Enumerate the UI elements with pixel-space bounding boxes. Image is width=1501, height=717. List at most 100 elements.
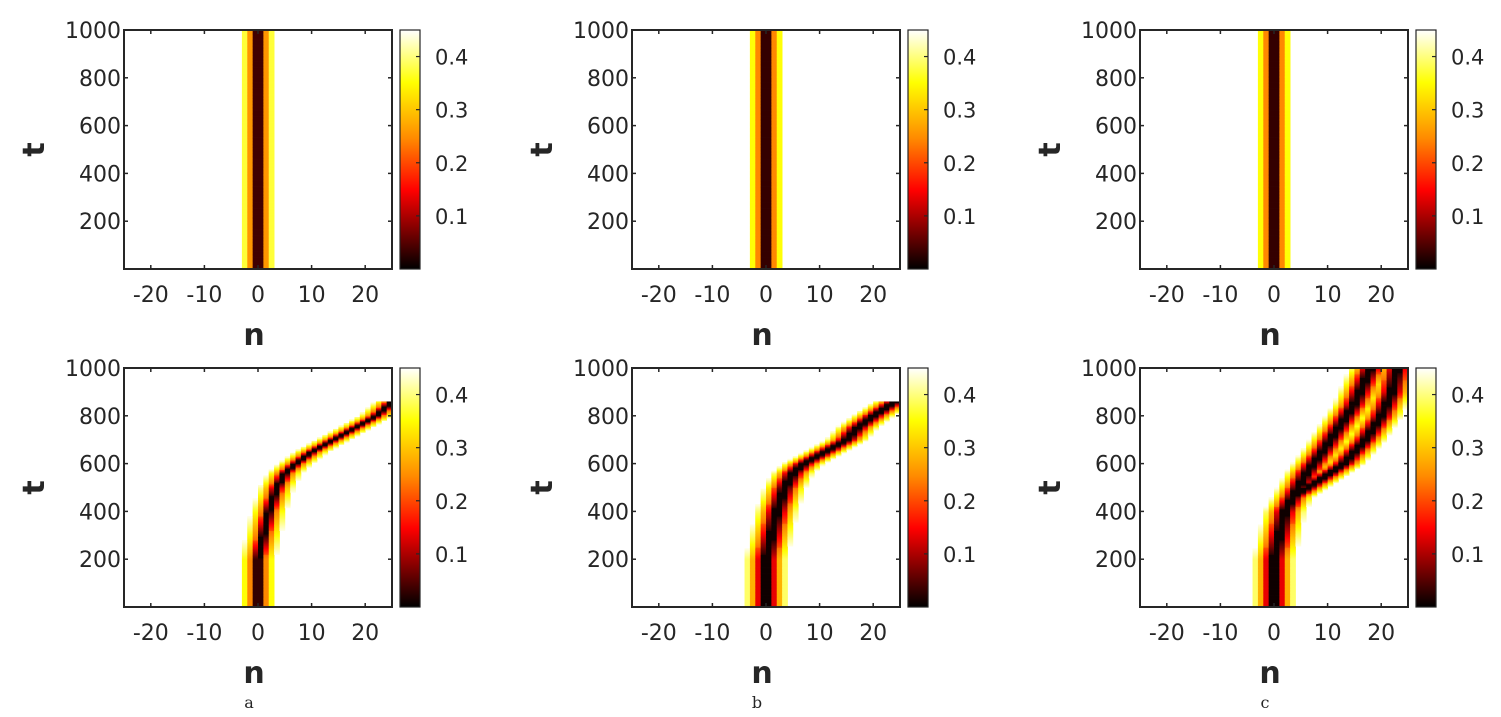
heatmap-cell — [1279, 94, 1286, 97]
heatmap-cell — [1268, 197, 1275, 199]
heatmap-cell — [749, 157, 756, 160]
heatmap-cell — [252, 153, 259, 155]
heatmap-cell — [263, 595, 270, 597]
heatmap-cell — [776, 157, 783, 160]
heatmap-cell — [274, 547, 280, 549]
heatmap-cell — [247, 99, 254, 101]
heatmap-cell — [766, 126, 772, 129]
heatmap-cell — [268, 601, 275, 603]
heatmap-cell — [1274, 89, 1280, 92]
heatmap-cell — [749, 129, 756, 131]
heatmap-cell — [1257, 118, 1264, 121]
heatmap-cell — [252, 204, 259, 207]
heatmap-cell — [1274, 92, 1280, 94]
heatmap-cell — [755, 172, 762, 174]
heatmap-cell — [263, 83, 270, 86]
colorbar-gradient — [399, 29, 421, 270]
heatmap-cell — [258, 155, 264, 158]
heatmap-cell — [268, 180, 275, 183]
heatmap-cell — [268, 254, 275, 257]
heatmap-cell — [263, 53, 270, 56]
heatmap-cell — [263, 247, 270, 250]
heatmap-cell — [1284, 186, 1291, 189]
heatmap-cell — [771, 196, 778, 198]
heatmap-cell — [252, 182, 259, 185]
heatmap-cell — [1263, 167, 1270, 170]
heatmap-cell — [771, 69, 778, 72]
heatmap-cell — [1284, 218, 1291, 221]
heatmap-cell — [247, 176, 254, 179]
heatmap-cell — [241, 160, 248, 162]
heatmap-cell — [1279, 188, 1286, 191]
heatmap-cell — [1279, 138, 1286, 141]
heatmap-cell — [268, 87, 275, 89]
heatmap-cell — [354, 417, 361, 419]
heatmap-cell — [252, 562, 259, 565]
heatmap-cell — [1263, 52, 1270, 55]
heatmap-cell — [1284, 89, 1291, 92]
heatmap-cell — [241, 47, 248, 50]
heatmap-cell — [1263, 136, 1270, 138]
heatmap-cell — [247, 69, 254, 72]
heatmap-cell — [268, 203, 275, 205]
heatmap-cell — [247, 129, 254, 131]
heatmap-cell — [1284, 83, 1291, 86]
heatmap-cell — [252, 147, 259, 149]
heatmap-cell — [776, 63, 783, 66]
heatmap-cell — [1274, 101, 1280, 104]
heatmap-cell — [755, 58, 762, 61]
heatmap-cell — [771, 253, 778, 256]
heatmap-cell — [1284, 157, 1291, 160]
heatmap-cell — [1263, 182, 1270, 185]
heatmap-cell — [263, 87, 270, 89]
heatmap-cell — [755, 141, 762, 143]
heatmap-cell — [268, 120, 275, 123]
heatmap-cell — [247, 553, 254, 555]
heatmap-cell — [749, 179, 756, 181]
heatmap-cell — [776, 265, 783, 268]
heatmap-cell — [247, 599, 254, 602]
heatmap-cell — [1268, 31, 1275, 33]
heatmap-cell — [776, 90, 783, 93]
heatmap-cell — [771, 203, 778, 205]
heatmap-cell — [1268, 214, 1275, 216]
heatmap-cell — [241, 216, 248, 219]
heatmap-cell — [247, 558, 254, 560]
heatmap-cell — [1279, 217, 1286, 220]
heatmap-cell — [258, 236, 264, 239]
x-tick-label: -10 — [694, 283, 730, 308]
heatmap-cell — [771, 32, 778, 34]
heatmap-cell — [771, 99, 778, 101]
heatmap-cell — [241, 53, 248, 56]
heatmap-cell — [258, 572, 264, 574]
heatmap-cell — [1263, 210, 1270, 213]
heatmap-cell — [1263, 111, 1270, 113]
heatmap-cell — [263, 179, 270, 181]
heatmap-cell — [1268, 251, 1275, 253]
heatmap-cell — [263, 265, 270, 268]
heatmap-cell — [1274, 70, 1280, 73]
heatmap-cell — [766, 46, 772, 49]
heatmap-cell — [247, 150, 254, 153]
heatmap-cell — [1284, 63, 1291, 66]
heatmap-cell — [1268, 61, 1275, 63]
heatmap-cell — [252, 584, 259, 586]
x-axis-label: n — [751, 318, 772, 353]
heatmap-cell — [776, 75, 783, 77]
heatmap-cell — [241, 117, 248, 119]
heatmap-cell — [755, 220, 762, 222]
heatmap-cell — [1279, 263, 1286, 265]
heatmap-cell — [1263, 221, 1270, 223]
heatmap-cell — [1284, 161, 1291, 164]
heatmap-cell — [1274, 37, 1280, 39]
heatmap-cell — [771, 204, 778, 207]
heatmap-cell — [1279, 101, 1286, 104]
heatmap-cell — [1257, 234, 1264, 236]
heatmap-cell — [771, 139, 778, 142]
heatmap-cell — [776, 98, 783, 100]
heatmap-cell — [241, 603, 248, 606]
heatmap-cell — [252, 73, 259, 75]
heatmap-cell — [766, 99, 772, 101]
heatmap-cell — [263, 135, 270, 137]
heatmap-cell — [241, 589, 248, 591]
